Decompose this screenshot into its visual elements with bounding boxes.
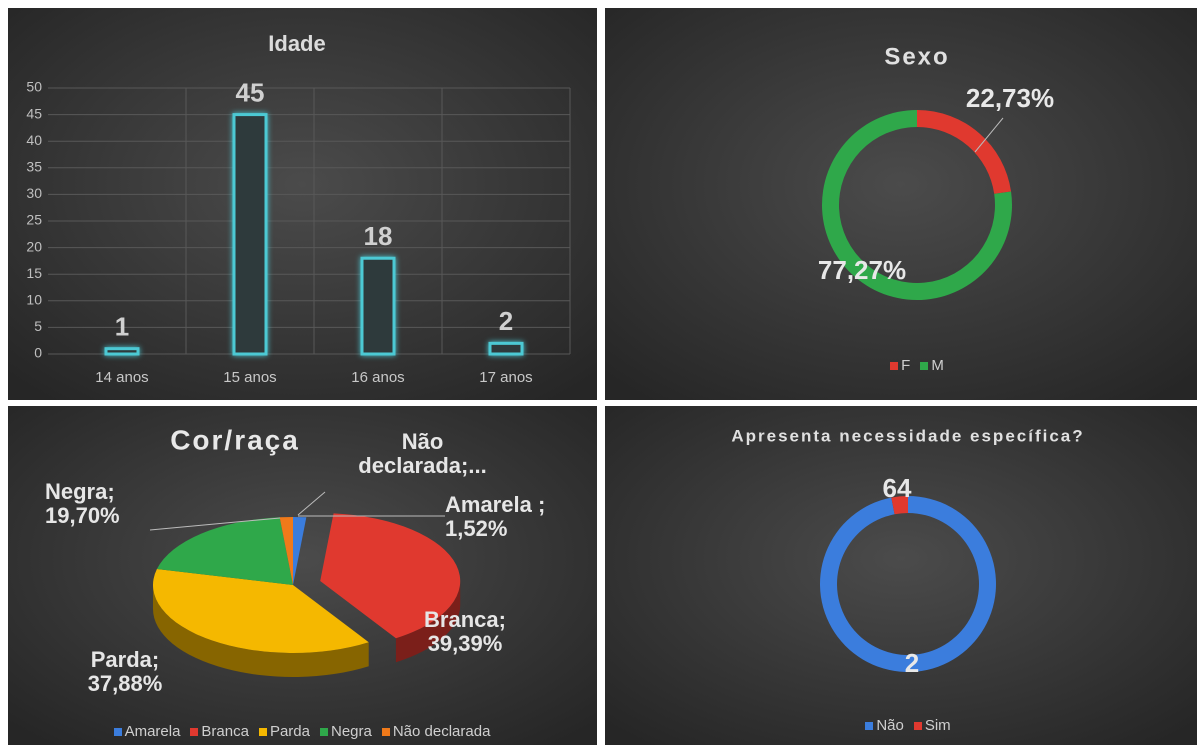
legend-swatch [920, 362, 929, 370]
bar [488, 341, 524, 356]
chart-title: Idade [268, 31, 325, 56]
y-tick-label: 0 [34, 345, 42, 361]
legend-swatch [190, 728, 199, 736]
legend-swatch [113, 728, 122, 736]
panel [605, 8, 1197, 400]
y-tick-label: 10 [26, 292, 42, 308]
bar [104, 347, 140, 356]
legend-entry: Negra [319, 723, 372, 740]
pie-side [153, 585, 369, 677]
legend-entry: M [920, 357, 944, 374]
legend-label: Sim [924, 717, 951, 734]
y-tick-label: 40 [26, 132, 42, 148]
legend: Amarela Branca Parda Negra Não declarada [2, 723, 602, 740]
legend-swatch [381, 728, 390, 736]
legend-swatch [258, 728, 267, 736]
legend-entry: Branca [190, 723, 249, 740]
data-label: Parda; 37,88% [87, 647, 163, 696]
legend-label: Parda [269, 723, 310, 740]
legend-entry: Não [865, 717, 904, 734]
data-label: 1 [115, 312, 129, 342]
panel [8, 406, 597, 745]
panel [8, 8, 597, 400]
data-label: 45 [236, 77, 265, 107]
x-tick-label: 16 anos [351, 369, 404, 386]
x-tick-label: 14 anos [95, 369, 148, 386]
data-label: Amarela ; 1,52% [445, 492, 546, 541]
data-label: 2 [905, 648, 919, 678]
bar [360, 256, 396, 356]
data-label: Não declarada;... [358, 429, 487, 478]
chart-title: Cor/raça [170, 424, 300, 455]
data-label: 18 [364, 221, 393, 251]
data-label: Branca; 39,39% [424, 607, 506, 656]
data-label: 22,73% [966, 83, 1054, 113]
bar [232, 113, 268, 356]
legend-label: Não [876, 717, 904, 734]
legend-entry: Sim [913, 717, 951, 734]
donut-slice [917, 110, 1012, 194]
y-tick-label: 50 [26, 79, 42, 95]
y-tick-label: 35 [26, 159, 42, 175]
y-tick-label: 30 [26, 185, 42, 201]
legend-entry: F [890, 357, 910, 374]
y-tick-label: 15 [26, 265, 42, 281]
pie-slice [320, 513, 461, 639]
x-tick-label: 15 anos [223, 369, 276, 386]
data-label: Negra; 19,70% [45, 479, 120, 528]
legend-swatch [890, 362, 899, 370]
legend-label: Amarela [124, 723, 181, 740]
legend-swatch [865, 722, 874, 730]
pie-slice [153, 568, 369, 653]
legend-entry: Não declarada [381, 723, 491, 740]
data-label: 77,27% [818, 255, 906, 285]
legend-entry: Parda [258, 723, 310, 740]
legend-swatch [319, 728, 328, 736]
legend-label: Não declarada [392, 723, 491, 740]
data-label: 64 [883, 473, 912, 503]
y-tick-label: 5 [34, 318, 42, 334]
donut-slice [891, 496, 908, 515]
legend-label: Negra [330, 723, 372, 740]
pie-slice [279, 517, 293, 585]
y-tick-label: 20 [26, 238, 42, 254]
legend-label: Branca [201, 723, 249, 740]
y-tick-label: 45 [26, 105, 42, 121]
legend: Não Sim [608, 717, 1203, 734]
legend-label: F [901, 357, 911, 374]
y-tick-label: 25 [26, 212, 42, 228]
x-tick-label: 17 anos [479, 369, 532, 386]
leader-line [297, 491, 326, 516]
chart-title: Sexo [884, 43, 949, 70]
chart-title: Apresenta necessidade específica? [731, 426, 1084, 445]
panel [605, 406, 1197, 745]
leader-line [149, 517, 281, 531]
legend-swatch [913, 722, 922, 730]
legend-label: M [931, 357, 944, 374]
leader-line [974, 117, 1004, 153]
legend-entry: Amarela [113, 723, 181, 740]
pie-slice [156, 517, 293, 585]
pie-slice [293, 517, 307, 585]
data-label: 2 [499, 306, 513, 336]
pie-side [395, 581, 461, 663]
